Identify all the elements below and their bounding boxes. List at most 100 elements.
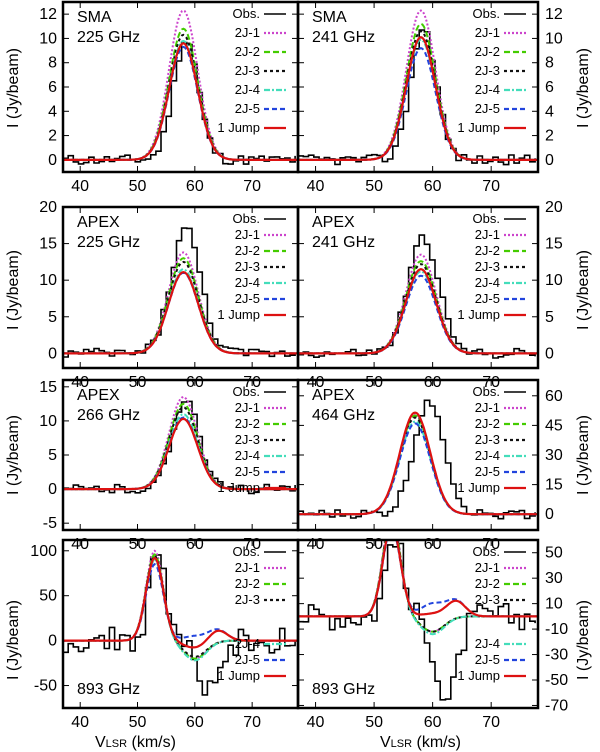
y-tick-label: 10 (545, 272, 563, 289)
series-line-2j-4 (298, 270, 538, 355)
panel-1: 40 50 60 70 0 2 4 6 8 10 12 SMA 241 GHz Obs. 2J-1 2J-2 2… (296, 0, 563, 195)
y-tick-label: 6 (48, 79, 57, 96)
series-line-1-jump (298, 540, 538, 618)
legend-label: 2J-1 (235, 227, 260, 242)
y-tick-label: 5 (48, 447, 57, 464)
y-tick-label: 30 (545, 570, 563, 587)
y-tick-label: -50 (545, 672, 568, 689)
x-tick-label: 60 (424, 714, 442, 731)
x-tick-label: 50 (365, 714, 383, 731)
series-line-2j-3 (63, 33, 298, 161)
legend-label: 2J-5 (235, 464, 260, 479)
legend-label: Obs. (233, 384, 260, 399)
y-tick-label: 5 (545, 309, 554, 326)
panel-annotation: 225 GHz (77, 234, 140, 251)
legend-label: Obs. (473, 544, 500, 559)
series-line-obs- (63, 227, 296, 358)
y-tick-label: -10 (545, 621, 568, 638)
legend-label: 2J-1 (235, 25, 260, 40)
y-tick-label: 12 (545, 6, 563, 23)
panel-annotation: APEX (77, 387, 120, 404)
y-tick-label: 15 (545, 477, 563, 494)
x-axis-label-left: VLSR (km/s) (95, 734, 176, 751)
series-line-2j-3 (298, 263, 538, 355)
panel-frame (296, 378, 540, 532)
y-tick-label: 4 (545, 103, 554, 120)
y-tick-label: 60 (545, 388, 563, 405)
series-line-1-jump (298, 36, 538, 161)
x-tick-label: 70 (482, 178, 500, 195)
series-line-2j-3 (298, 416, 538, 516)
legend-label: 2J-1 (235, 560, 260, 575)
x-axis-label-left-tail: (km/s) (127, 734, 176, 751)
x-tick-label: 70 (243, 714, 261, 731)
legend-label: Obs. (473, 384, 500, 399)
legend-label: 2J-3 (235, 592, 260, 607)
series-line-2j-5 (63, 416, 298, 491)
series-line-1-jump (298, 411, 538, 516)
series-line-1-jump (63, 556, 298, 649)
panel-annotation: 893 GHz (312, 681, 375, 698)
legend-label: 2J-1 (475, 25, 500, 40)
y-tick-label: 10 (545, 30, 563, 47)
panel-annotation: APEX (312, 214, 355, 231)
legend-label: 2J-1 (235, 400, 260, 415)
x-tick-label: 40 (71, 714, 89, 731)
legend-label: 2J-2 (235, 243, 260, 258)
shared-labels: I (Jy/beam) I (Jy/beam) I (Jy/beam) I (J… (5, 48, 592, 751)
y-tick-label: 0 (48, 345, 57, 362)
legend-label: 2J-5 (475, 464, 500, 479)
series-line-1-jump (63, 270, 298, 355)
series-line-2j-4 (63, 558, 298, 662)
legend-label: 2J-4 (235, 448, 260, 463)
y-tick-label: 0 (48, 633, 57, 650)
x-tick-label: 70 (482, 714, 500, 731)
y-tick-label: 50 (39, 588, 57, 605)
series-line-obs- (298, 399, 536, 520)
legend-label: 1 Jump (217, 120, 260, 135)
series-line-1-jump (63, 417, 298, 491)
legend-label: 2J-2 (475, 243, 500, 258)
legend-label: 2J-2 (235, 416, 260, 431)
series-line-obs- (63, 554, 296, 696)
legend-label: 2J-4 (475, 82, 500, 97)
y-tick-label: 20 (39, 199, 57, 216)
x-tick-label: 40 (307, 178, 325, 195)
legend-label: Obs. (233, 544, 260, 559)
series-line-2j-2 (63, 27, 298, 161)
legend-label: 2J-2 (235, 44, 260, 59)
x-tick-label: 50 (129, 178, 147, 195)
series-group (63, 9, 298, 165)
legend-label: 1 Jump (457, 307, 500, 322)
y-tick-label: 10 (545, 596, 563, 613)
series-line-2j-1 (63, 251, 298, 355)
y-tick-label: 100 (30, 543, 57, 560)
legend-label: Obs. (473, 211, 500, 226)
y-axis-label-right-row4: I (Jy/beam) (575, 600, 592, 680)
legend-label: 2J-4 (235, 636, 260, 651)
legend-label: 2J-4 (235, 82, 260, 97)
legend-label: Obs. (233, 211, 260, 226)
series-line-obs- (63, 400, 296, 495)
series-group (63, 395, 298, 495)
y-tick-label: -30 (545, 647, 568, 664)
legend-label: 2J-1 (475, 227, 500, 242)
legend-label: 2J-5 (475, 652, 500, 667)
panel-frame (296, 538, 540, 710)
legend-label: 2J-2 (475, 44, 500, 59)
legend-label: 2J-3 (475, 259, 500, 274)
x-axis-label-right: VLSR (km/s) (380, 734, 461, 751)
y-tick-label: -70 (545, 697, 568, 714)
series-line-2j-4 (298, 38, 538, 161)
y-tick-label: 0 (545, 152, 554, 169)
y-tick-label: 50 (545, 545, 563, 562)
legend-label: 1 Jump (217, 668, 260, 683)
series-group (298, 9, 538, 166)
series-line-1-jump (63, 42, 298, 161)
legend-label: 2J-2 (475, 576, 500, 591)
